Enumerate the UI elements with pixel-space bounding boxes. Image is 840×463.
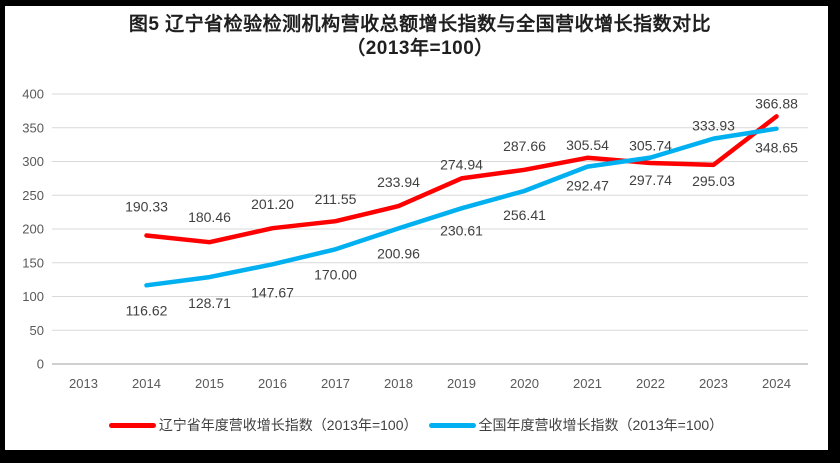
national-data-label: 348.65 — [755, 140, 798, 156]
liaoning-data-label: 366.88 — [755, 95, 798, 111]
national-data-label: 230.61 — [440, 222, 483, 238]
liaoning-data-label: 180.46 — [188, 209, 231, 225]
x-tick-label: 2021 — [573, 376, 602, 391]
legend-swatch-national-icon — [428, 422, 476, 428]
chart-title: 图5 辽宁省检验检测机构营收总额增长指数与全国营收增长指数对比 （2013年=1… — [0, 13, 840, 61]
liaoning-data-label: 201.20 — [251, 196, 294, 212]
y-tick-label: 300 — [22, 154, 44, 169]
x-tick-label: 2020 — [510, 376, 539, 391]
liaoning-data-label: 295.03 — [692, 173, 735, 189]
y-tick-label: 0 — [37, 357, 44, 372]
legend-item-liaoning: 辽宁省年度营收增长指数（2013年=100） — [108, 415, 418, 435]
y-tick-label: 350 — [22, 120, 44, 135]
national-data-label: 116.62 — [126, 302, 168, 318]
x-tick-label: 2022 — [636, 376, 665, 391]
national-data-label: 256.41 — [503, 207, 546, 223]
x-tick-label: 2019 — [447, 376, 476, 391]
liaoning-series-line — [144, 114, 779, 245]
x-tick-label: 2013 — [69, 376, 98, 391]
x-tick-label: 2015 — [195, 376, 224, 391]
liaoning-data-label: 233.94 — [377, 174, 420, 190]
x-tick-label: 2018 — [384, 376, 413, 391]
liaoning-data-label: 297.74 — [629, 172, 672, 188]
national-data-label: 292.47 — [566, 178, 609, 194]
x-tick-label: 2014 — [132, 376, 161, 391]
chart-title-line2: （2013年=100） — [346, 38, 494, 59]
legend-label-national: 全国年度营收增长指数（2013年=100） — [478, 417, 724, 433]
legend-label-liaoning: 辽宁省年度营收增长指数（2013年=100） — [158, 417, 418, 433]
legend-swatch-liaoning-icon — [108, 422, 156, 428]
chart-title-line1: 图5 辽宁省检验检测机构营收总额增长指数与全国营收增长指数对比 — [128, 14, 712, 35]
x-tick-label: 2023 — [699, 376, 728, 391]
national-series-line — [144, 126, 779, 288]
national-data-label: 200.96 — [377, 245, 420, 261]
chart-canvas — [5, 6, 828, 450]
liaoning-data-label: 190.33 — [125, 199, 168, 215]
x-tick-label: 2017 — [321, 376, 350, 391]
legend-item-national: 全国年度营收增长指数（2013年=100） — [428, 415, 724, 435]
x-tick-label: 2024 — [762, 376, 791, 391]
y-tick-label: 400 — [22, 87, 44, 102]
liaoning-data-label: 211.55 — [315, 191, 357, 207]
y-tick-label: 100 — [22, 289, 44, 304]
y-tick-label: 250 — [22, 188, 44, 203]
national-data-label: 305.74 — [629, 138, 672, 154]
liaoning-data-label: 274.94 — [440, 156, 483, 172]
y-tick-label: 150 — [22, 255, 44, 270]
liaoning-data-label: 287.66 — [503, 138, 546, 154]
liaoning-data-label: 305.54 — [566, 137, 609, 153]
x-tick-label: 2016 — [258, 376, 287, 391]
national-data-label: 333.93 — [692, 118, 735, 134]
y-tick-label: 200 — [22, 222, 44, 237]
y-tick-label: 50 — [30, 323, 44, 338]
legend: 辽宁省年度营收增长指数（2013年=100） 全国年度营收增长指数（2013年=… — [0, 415, 832, 435]
national-data-label: 128.71 — [188, 295, 231, 311]
national-data-label: 147.67 — [251, 284, 294, 300]
national-data-label: 170.00 — [314, 266, 357, 282]
